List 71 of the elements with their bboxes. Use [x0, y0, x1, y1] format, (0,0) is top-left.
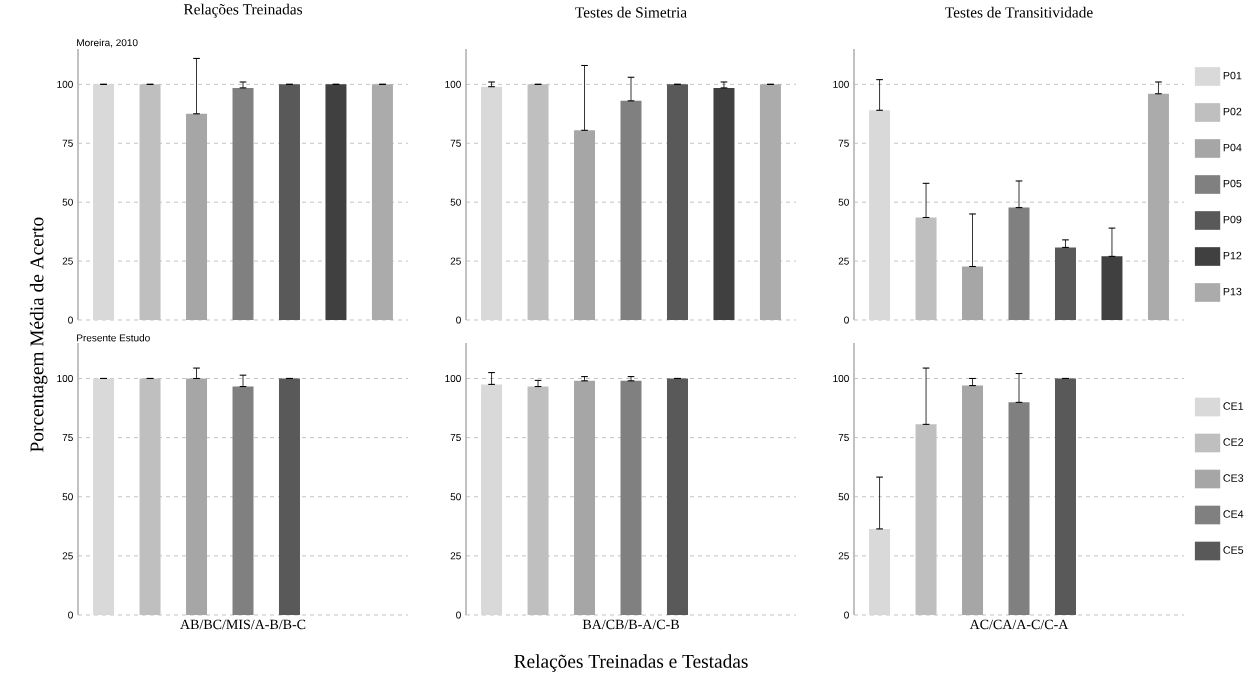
y-tick-label: 25: [450, 552, 461, 560]
y-tick-label: 25: [450, 257, 461, 265]
legend-label: P13: [1223, 287, 1242, 296]
x-tick-label: BA/CB/B-A/C-B: [582, 619, 679, 630]
legend-label: P05: [1223, 179, 1242, 188]
bar: [869, 528, 891, 615]
bar: [915, 217, 937, 320]
y-tick-label: 75: [838, 139, 849, 147]
legend-label: P02: [1223, 107, 1242, 116]
text: Moreira, 2010: [77, 38, 138, 48]
legend-label: P04: [1223, 143, 1242, 152]
legend-label: P09: [1223, 215, 1242, 224]
y-tick-label: 100: [57, 374, 73, 383]
y-tick-label: 100: [57, 80, 73, 88]
y-tick-label: 50: [62, 198, 73, 206]
legend-label: CE1: [1223, 402, 1244, 410]
y-tick-label: 0: [456, 316, 461, 324]
y-tick-label: 25: [838, 257, 849, 265]
y-tick-label: 0: [844, 316, 849, 324]
bar: [278, 84, 300, 320]
y-tick-label: 75: [450, 139, 461, 147]
y-tick-label: 0: [68, 611, 73, 619]
y-tick-label: 0: [68, 316, 73, 324]
bar: [1054, 378, 1076, 615]
legend-label: CE2: [1223, 438, 1244, 446]
bar: [620, 100, 642, 320]
x-tick-label: AC/CA/A-C/C-A: [969, 619, 1069, 630]
bar: [1008, 207, 1030, 320]
y-tick-label: 25: [62, 257, 73, 265]
y-tick-label: 100: [445, 80, 461, 88]
y-tick-label: 25: [838, 552, 849, 560]
bar: [1101, 256, 1123, 320]
bar: [93, 84, 115, 320]
legend-label: P12: [1223, 251, 1242, 260]
y-tick-label: 25: [62, 552, 73, 560]
y-axis-title: Porcentagem Média de Acerto: [29, 217, 48, 452]
chart-title: Testes de Transitividade: [945, 6, 1093, 18]
y-tick-label: 100: [833, 374, 849, 383]
y-tick-label: 100: [445, 374, 461, 383]
y-tick-label: 50: [450, 493, 461, 501]
y-tick-label: 50: [838, 493, 849, 501]
legend-label: CE4: [1223, 510, 1244, 518]
x-axis-title: Relações Treinadas e Testadas: [514, 654, 748, 672]
bar: [481, 86, 503, 320]
bar: [527, 84, 549, 320]
x-tick-label: AB/BC/MIS/A-B/B-C: [180, 619, 306, 630]
y-tick-label: 75: [838, 434, 849, 442]
bar: [1054, 247, 1076, 320]
y-tick-label: 0: [844, 611, 849, 619]
legend-label: CE3: [1223, 474, 1244, 482]
bar: [869, 110, 891, 320]
text: Presente Estudo: [77, 334, 150, 342]
chart-title: Relações Treinadas: [183, 3, 303, 18]
bar: [713, 87, 735, 320]
y-tick-label: 75: [62, 434, 73, 442]
y-tick-label: 100: [833, 80, 849, 88]
y-tick-label: 75: [62, 139, 73, 147]
y-tick-label: 0: [456, 611, 461, 619]
chart-title: Testes de Simetria: [575, 6, 687, 18]
bar: [325, 84, 347, 320]
y-tick-label: 50: [62, 493, 73, 501]
y-tick-label: 50: [450, 198, 461, 206]
y-tick-label: 75: [450, 434, 461, 442]
bar: [915, 424, 937, 615]
bar: [232, 87, 254, 320]
legend-label: P01: [1223, 71, 1242, 80]
bar: [1008, 402, 1030, 615]
bar: [139, 84, 161, 320]
bar: [666, 84, 688, 320]
y-tick-label: 50: [838, 198, 849, 206]
legend-label: CE5: [1223, 546, 1244, 554]
